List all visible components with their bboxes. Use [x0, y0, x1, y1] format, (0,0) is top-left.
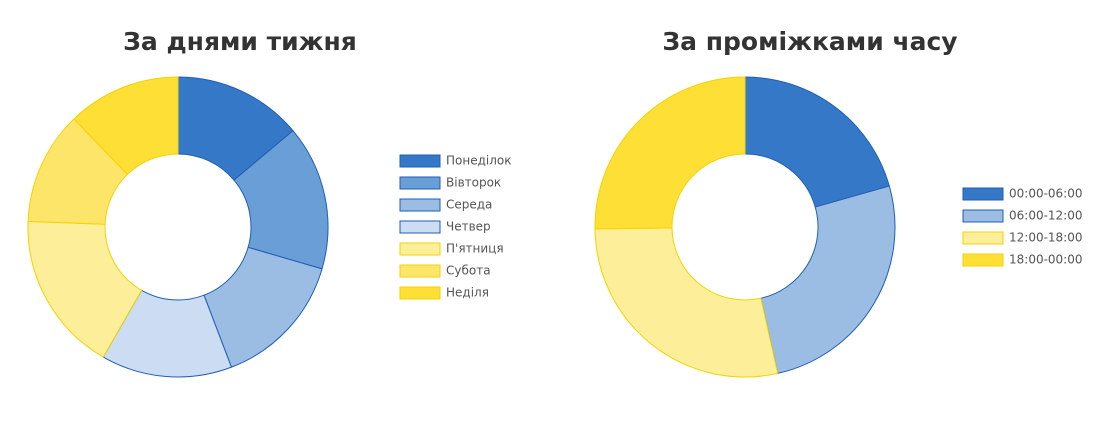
legend-label: Середа: [446, 198, 492, 212]
legend-swatch: [399, 198, 441, 212]
legend-swatch: [962, 231, 1004, 245]
chart-title: За проміжками часу: [662, 27, 957, 56]
legend-label: Четвер: [446, 220, 491, 234]
legend-label: Субота: [446, 264, 491, 278]
legend-label: Понеділок: [446, 154, 511, 168]
legend-label: 06:00-12:00: [1009, 209, 1083, 223]
legend-swatch: [962, 187, 1004, 201]
legend-swatch: [399, 220, 441, 234]
donut-slice: [73, 76, 179, 176]
legend-label: 18:00-00:00: [1009, 253, 1083, 267]
legend-swatch: [399, 242, 441, 256]
legend-label: Неділя: [446, 286, 489, 300]
legend-swatch: [399, 264, 441, 278]
legend-swatch: [399, 286, 441, 300]
legend-swatch: [962, 209, 1004, 223]
legend-swatch: [962, 253, 1004, 267]
donut-slice: [594, 76, 746, 230]
legend-label: 12:00-18:00: [1009, 231, 1083, 245]
donut-slice: [760, 185, 896, 374]
legend-swatch: [399, 176, 441, 190]
legend-label: П'ятниця: [446, 242, 504, 256]
legend-swatch: [399, 154, 441, 168]
donut-slice: [744, 76, 890, 208]
legend-label: 00:00-06:00: [1009, 187, 1083, 201]
chart-title: За днями тижня: [123, 27, 357, 56]
donut-slice: [594, 227, 779, 378]
legend-label: Вівторок: [446, 176, 501, 190]
